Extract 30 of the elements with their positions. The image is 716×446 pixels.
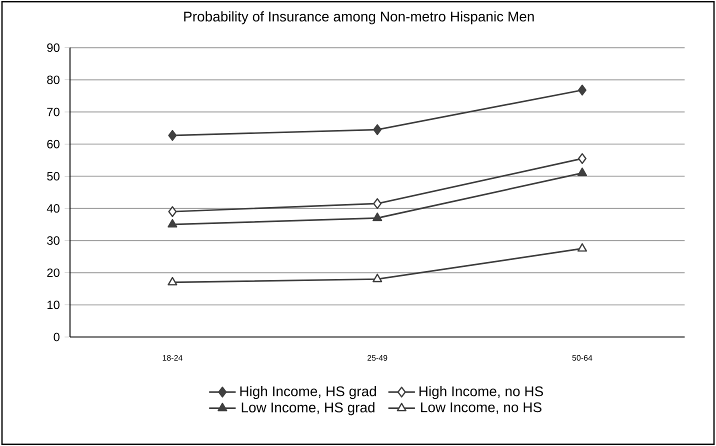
y-tick-label: 20	[47, 268, 60, 277]
point	[577, 243, 588, 252]
y-tick-label: 50	[47, 172, 60, 181]
x-tick-label: 25-49	[368, 355, 388, 361]
point	[577, 168, 588, 176]
legend-label: High Income, no HS	[420, 386, 544, 400]
point	[168, 219, 178, 228]
y-tick-label: 0	[54, 332, 60, 342]
point	[373, 124, 382, 136]
x-tick-label: 18-24	[162, 355, 182, 361]
point	[168, 130, 177, 141]
y-tick-label: 10	[48, 300, 60, 310]
point	[578, 153, 586, 164]
legend-label: Low Income, no HS	[421, 402, 542, 414]
point	[578, 84, 586, 96]
point	[168, 206, 177, 218]
legend-label: Low Income, HS grad	[242, 402, 374, 416]
y-tick-label: 90	[47, 43, 60, 52]
y-tick-label: 70	[47, 108, 60, 116]
point	[373, 198, 382, 210]
x-tick-label: 50-64	[572, 355, 592, 361]
point	[372, 212, 382, 222]
y-tick-label: 80	[47, 76, 60, 84]
legend-label: High Income, HS grad	[240, 386, 376, 400]
y-tick-label: 40	[46, 204, 60, 213]
point	[168, 276, 178, 286]
point	[372, 274, 382, 282]
y-tick-label: 60	[47, 140, 60, 148]
y-tick-label: 30	[47, 236, 60, 245]
chart-title: Probability of Insurance among Non-metro Hispanic Men	[184, 11, 534, 24]
